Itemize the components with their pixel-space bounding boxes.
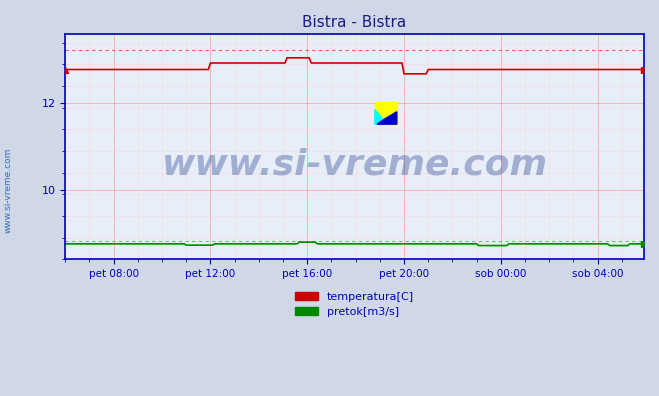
Title: Bistra - Bistra: Bistra - Bistra <box>302 15 407 30</box>
Bar <box>375 102 397 124</box>
Text: www.si-vreme.com: www.si-vreme.com <box>3 147 13 233</box>
Polygon shape <box>375 109 387 124</box>
Text: www.si-vreme.com: www.si-vreme.com <box>161 148 548 182</box>
Polygon shape <box>377 112 397 124</box>
Legend: temperatura[C], pretok[m3/s]: temperatura[C], pretok[m3/s] <box>291 287 418 322</box>
